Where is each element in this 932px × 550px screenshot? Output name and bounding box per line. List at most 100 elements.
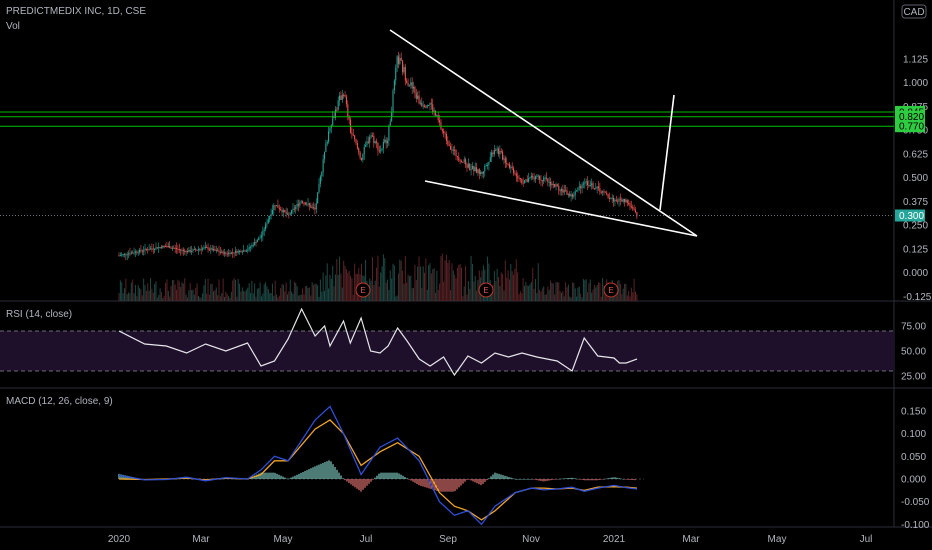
candle-body (149, 248, 152, 250)
volume-bar (448, 260, 450, 301)
candle-body (240, 250, 242, 252)
candle-body (215, 250, 217, 252)
candle-body (195, 249, 197, 251)
candle-body (365, 145, 367, 147)
earnings-marker[interactable]: E (603, 282, 619, 298)
volume-bar (378, 286, 380, 301)
wedge-lower-line[interactable] (424, 180, 698, 237)
volume-bar (165, 282, 167, 301)
volume-bar (143, 278, 145, 301)
volume-bar (371, 256, 373, 301)
volume-bar (561, 292, 563, 301)
volume-bar (325, 275, 327, 301)
candle-body (226, 253, 228, 255)
candle-body (366, 141, 368, 146)
volume-bar (473, 281, 475, 301)
volume-bar (376, 267, 378, 301)
candle-body (478, 169, 480, 174)
volume-bar (618, 280, 620, 301)
symbol-title: PREDICTMEDIX INC, 1D, CSE (6, 6, 146, 17)
volume-bar (332, 265, 334, 301)
macd-histogram-bar (630, 479, 632, 480)
earnings-marker[interactable]: E (355, 282, 371, 298)
volume-bar (145, 290, 147, 301)
candle-body (180, 249, 182, 251)
last-price-tag (895, 209, 925, 222)
currency-badge[interactable]: CAD (901, 4, 927, 19)
macd-histogram-bar (532, 479, 534, 480)
candle-body (299, 202, 301, 206)
volume-bar (121, 282, 123, 301)
volume-bar (430, 273, 432, 301)
macd-histogram-bar (290, 477, 292, 479)
candle-body (171, 247, 173, 249)
candle-body (636, 212, 638, 217)
volume-bar (259, 282, 261, 301)
volume-bar (519, 291, 521, 301)
volume-bar (576, 296, 578, 301)
volume-bar (151, 288, 153, 301)
volume-bar (222, 278, 224, 301)
candle-body (445, 134, 447, 141)
candle-body (151, 248, 153, 250)
price-axis[interactable]: 1.1251.0000.8750.7500.6250.5000.3750.250… (903, 54, 932, 303)
volume-bar (534, 279, 536, 301)
volume-bar (132, 279, 134, 301)
candle-body (552, 183, 554, 185)
rsi-axis[interactable]: 75.00 50.00 25.00 (901, 322, 926, 383)
rsi-band (0, 331, 894, 371)
volume-bar (567, 284, 569, 301)
candle-body (388, 125, 390, 141)
time-axis[interactable]: 2020 Mar May Jul Sep Nov 2021 Mar May Jul (108, 534, 873, 545)
candle-body (247, 249, 249, 251)
macd-histogram-bar (362, 479, 364, 490)
macd-histogram-bar (392, 472, 394, 479)
falling-wedge-drawing[interactable] (389, 29, 698, 237)
volume-bar (237, 279, 239, 301)
volume-bar (629, 296, 631, 301)
macd-histogram-bar (432, 479, 434, 490)
candle-body (466, 164, 468, 168)
macd-histogram-bar (344, 479, 346, 481)
macd-histogram-bar (120, 474, 122, 479)
volume-bar (392, 263, 394, 301)
volume-bar (403, 283, 405, 301)
volume-bar (152, 292, 154, 301)
earnings-marker[interactable]: E (478, 282, 494, 298)
breakout-projection-line[interactable] (659, 94, 675, 211)
candle-body (141, 250, 143, 252)
macd-histogram-bar (592, 479, 594, 481)
macd-histogram-bar (280, 475, 282, 479)
volume-bar (345, 269, 347, 301)
wedge-upper-line[interactable] (389, 29, 698, 237)
macd-histogram-bar (374, 477, 376, 479)
candle-body (118, 255, 120, 257)
macd-axis[interactable]: 0.150 0.100 0.050 0.000 -0.050 -0.100 (901, 406, 930, 531)
candle-body (281, 210, 283, 213)
earnings-marker-label: E (483, 286, 488, 295)
volume-bar (206, 293, 208, 301)
candle-body (303, 202, 305, 204)
volume-bar (174, 284, 176, 301)
volume-bar (598, 282, 599, 301)
macd-histogram-bar (580, 479, 582, 480)
macd-histogram-bar (552, 479, 554, 480)
macd-histogram-bar (346, 479, 348, 482)
candle-body (218, 250, 220, 252)
volume-bar (625, 283, 627, 301)
volume-bar (551, 282, 553, 301)
macd-histogram-bar (602, 479, 604, 480)
candle-body (367, 141, 369, 143)
volume-bar (544, 294, 546, 301)
volume-bar (630, 287, 632, 301)
candle-body (476, 167, 478, 173)
volume-bar (578, 286, 580, 301)
macd-histogram-bar (586, 479, 588, 481)
price-tick-label: 0.000 (903, 268, 928, 279)
candle-body (544, 177, 546, 179)
candle-body (222, 251, 224, 254)
candle-body (302, 201, 304, 203)
volume-bar (232, 280, 234, 301)
